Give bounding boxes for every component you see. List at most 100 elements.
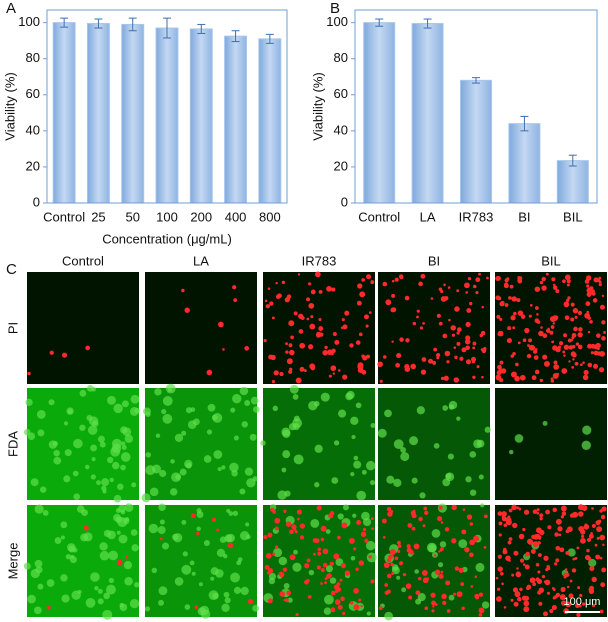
cell-green	[361, 469, 367, 475]
cell-red	[125, 555, 129, 559]
cell-red	[584, 279, 590, 284]
cell-red	[331, 287, 336, 292]
cell-red	[364, 538, 369, 543]
cell-red	[565, 601, 572, 608]
cell-red	[499, 360, 504, 365]
cell-green	[179, 468, 187, 476]
cell-red	[340, 326, 344, 330]
cell-green	[292, 562, 302, 572]
cell-red	[519, 374, 526, 381]
cell-red	[398, 274, 404, 279]
panel-label: B	[330, 0, 340, 17]
cell-green	[362, 517, 372, 527]
cell-green	[314, 482, 320, 488]
cell-green	[91, 386, 96, 392]
cell-green	[184, 604, 191, 610]
cell-red	[289, 349, 295, 356]
cell-red	[560, 505, 567, 512]
cell-green	[514, 434, 524, 443]
cell-red	[517, 341, 521, 345]
cell-red	[515, 362, 519, 367]
cell-red	[575, 342, 580, 346]
image-bg	[378, 505, 490, 617]
cell-red	[290, 335, 294, 340]
cell-red	[503, 606, 507, 609]
cell-red	[295, 377, 302, 384]
cell-red	[264, 564, 270, 570]
cell-green	[442, 405, 449, 411]
cell-red	[508, 508, 513, 513]
cell-red	[501, 516, 508, 522]
cell-red	[447, 286, 451, 289]
cell-green	[116, 530, 121, 535]
cell-red	[370, 579, 375, 584]
cell-red	[483, 546, 487, 549]
cell-red	[570, 302, 575, 307]
cell-green	[469, 451, 477, 458]
cell-green	[272, 405, 278, 412]
cell-red	[334, 599, 341, 605]
cell-red	[469, 522, 474, 526]
cell-red	[309, 323, 316, 330]
cell-green	[401, 587, 407, 593]
cell-red	[355, 567, 359, 571]
cell-green	[414, 569, 419, 574]
cell-green	[120, 452, 131, 462]
cell-green	[170, 459, 175, 464]
cell-red	[475, 291, 479, 295]
cell-red	[509, 284, 514, 289]
y-tick-label: 0	[33, 194, 40, 209]
cell-green	[419, 492, 426, 499]
cell-red	[298, 329, 304, 334]
cell-green	[101, 478, 110, 487]
cell-red	[601, 320, 606, 325]
cell-red	[535, 306, 539, 310]
cell-red	[456, 341, 461, 346]
cell-red	[353, 587, 359, 594]
cell-red	[524, 327, 530, 334]
cell-red	[530, 549, 536, 554]
cell-red	[303, 369, 307, 372]
cell-red	[341, 522, 348, 529]
cell-red	[353, 604, 360, 611]
cell-green	[129, 406, 139, 416]
cell-green	[448, 594, 455, 601]
cell-red	[598, 283, 602, 287]
cell-green	[36, 410, 46, 419]
cell-red	[233, 298, 238, 303]
cell-red	[438, 550, 441, 553]
cell-green	[203, 455, 212, 463]
micrograph	[23, 385, 140, 503]
cell-red	[456, 331, 460, 335]
cell-green	[252, 406, 260, 413]
row-label: PI	[5, 322, 20, 334]
micrograph	[145, 272, 257, 384]
bar	[52, 22, 76, 204]
cell-red	[533, 355, 539, 360]
cell-green	[239, 386, 249, 396]
cell-red	[299, 342, 306, 349]
cell-red	[384, 583, 389, 587]
cell-red	[577, 310, 583, 316]
cell-red	[590, 532, 593, 535]
cell-red	[357, 283, 363, 289]
cell-green	[325, 565, 333, 573]
cell-red	[524, 564, 530, 570]
micrograph	[23, 503, 140, 620]
cell-red	[457, 327, 462, 332]
cell-red	[368, 311, 372, 314]
cell-red	[554, 532, 559, 537]
cell-green	[79, 389, 87, 397]
cell-red	[317, 547, 322, 552]
cell-red	[432, 360, 437, 365]
cell-red	[500, 571, 504, 576]
cell-red	[385, 299, 392, 306]
cell-green	[342, 504, 349, 511]
cell-green	[353, 460, 362, 469]
cell-green	[310, 518, 320, 528]
y-tick-label: 100	[326, 14, 348, 29]
cell-green	[542, 420, 548, 426]
cell-red	[467, 276, 472, 281]
cell-red	[411, 513, 417, 519]
micrograph	[495, 272, 607, 384]
